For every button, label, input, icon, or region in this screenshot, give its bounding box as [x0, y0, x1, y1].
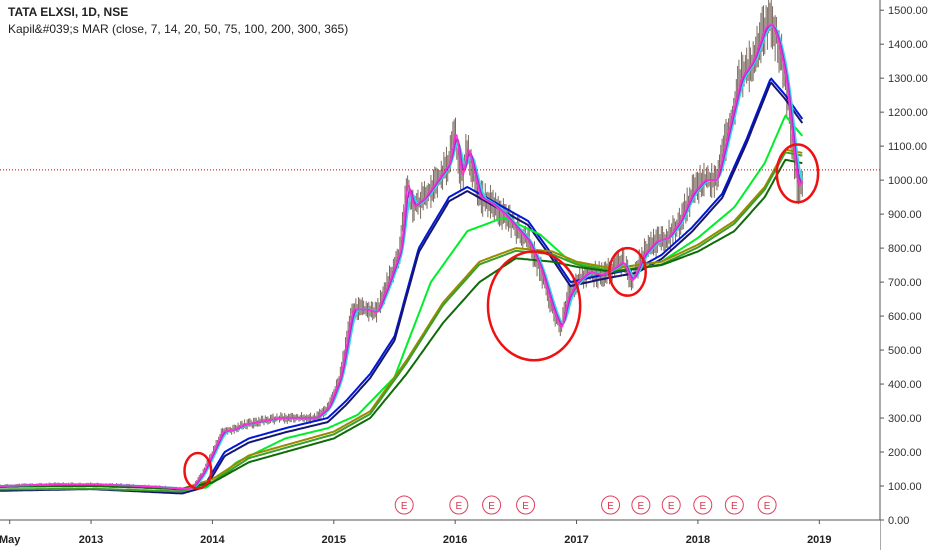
y-tick-label: 800.00 [888, 243, 922, 255]
annotation-circle [486, 250, 582, 362]
annotation-circle [183, 451, 213, 490]
earnings-marker-label: E [764, 501, 771, 512]
earnings-marker-label: E [522, 501, 529, 512]
earnings-marker [482, 495, 502, 515]
symbol-title[interactable]: TATA ELXSI, 1D, NSE [8, 5, 129, 19]
earnings-marker [631, 495, 651, 515]
y-tick-label: 1000.00 [888, 175, 928, 187]
annotation-circle [608, 246, 647, 297]
annotation-circle [775, 143, 820, 204]
earnings-marker [661, 495, 681, 515]
earnings-marker-label: E [699, 501, 706, 512]
earnings-marker-label: E [455, 501, 462, 512]
y-tick-label: 1100.00 [888, 141, 927, 153]
ma365-line [0, 158, 803, 490]
x-tick-label: 2019 [807, 534, 831, 546]
x-tick-label: 2016 [443, 534, 467, 546]
earnings-marker-label: E [607, 501, 614, 512]
earnings-marker-label: E [638, 501, 645, 512]
y-tick-label: 500.00 [888, 345, 922, 357]
ma7-line [0, 23, 803, 490]
earnings-marker [449, 495, 469, 515]
x-tick-label: 2015 [322, 534, 346, 546]
y-tick-label: 1200.00 [888, 107, 928, 119]
earnings-marker-label: E [668, 501, 675, 512]
y-tick-label: 600.00 [888, 311, 922, 323]
x-tick-label: 2014 [200, 534, 225, 546]
earnings-marker [724, 495, 744, 515]
y-tick-label: 400.00 [888, 379, 922, 391]
chart-legend: TATA ELXSI, 1D, NSE Kapil&#039;s MAR (cl… [8, 4, 348, 38]
indicator-label[interactable]: Kapil&#039;s MAR (close, 7, 14, 20, 50, … [8, 22, 349, 36]
y-tick-label: 100.00 [888, 481, 922, 493]
y-tick-label: 1300.00 [888, 73, 928, 85]
annotations-layer [183, 143, 820, 490]
y-tick-label: 1500.00 [888, 5, 928, 17]
earnings-marker-label: E [731, 501, 738, 512]
y-tick-label: 1400.00 [888, 39, 928, 51]
price-scale-background [880, 0, 932, 550]
x-tick-label: 2017 [564, 534, 588, 546]
y-tick-label: 200.00 [888, 447, 922, 459]
x-tick-label: May [0, 534, 21, 546]
y-tick-label: 700.00 [888, 277, 922, 289]
earnings-marker [601, 495, 621, 515]
ma50-line [0, 77, 804, 491]
moving-averages-layer [0, 23, 804, 495]
x-tick-label: 2018 [686, 534, 710, 546]
earnings-marker [394, 495, 414, 515]
time-scale-background [0, 520, 880, 550]
ma100-line [0, 114, 804, 490]
ma75-line [0, 81, 804, 495]
earnings-marker [693, 495, 713, 515]
earnings-marker-label: E [401, 501, 408, 512]
earnings-marker [516, 495, 536, 515]
ma300-line [0, 151, 803, 493]
earnings-marker-label: E [488, 501, 495, 512]
y-tick-label: 300.00 [888, 413, 922, 425]
y-tick-label: 0.00 [888, 515, 909, 527]
x-tick-label: 2013 [79, 534, 103, 546]
y-tick-label: 900.00 [888, 209, 922, 221]
earnings-marker [757, 495, 777, 515]
